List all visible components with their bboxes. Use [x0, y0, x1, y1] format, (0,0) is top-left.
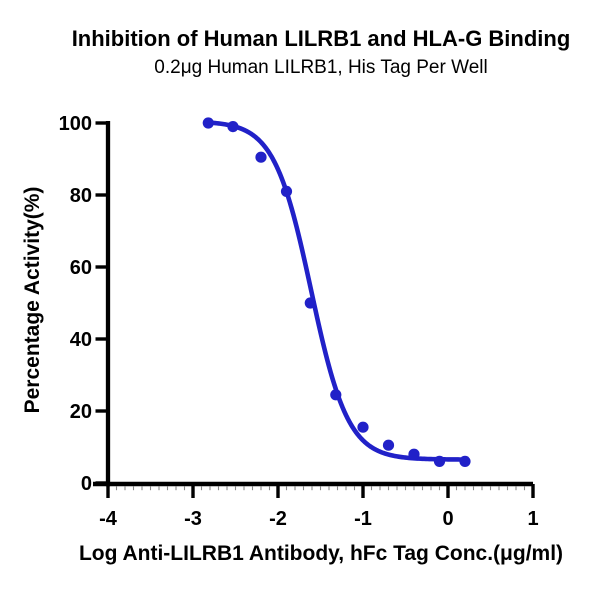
data-point — [227, 121, 239, 133]
data-point — [357, 421, 369, 433]
x-major-ticks — [106, 484, 535, 498]
axes — [93, 121, 533, 487]
y-tick-label: 0 — [81, 473, 92, 495]
y-tick-label: 20 — [70, 401, 92, 423]
y-tick-label: 80 — [70, 185, 92, 207]
x-tick-label: -4 — [99, 508, 118, 530]
data-point — [255, 151, 267, 163]
data-point — [304, 297, 316, 309]
x-minor-ticks — [115, 486, 526, 491]
x-tick-label: -2 — [269, 508, 287, 530]
x-axis-title: Log Anti-LILRB1 Antibody, hFc Tag Conc.(… — [79, 542, 563, 565]
fit-curve — [206, 120, 468, 462]
data-point — [459, 455, 471, 467]
x-tick-label: 0 — [442, 508, 453, 530]
data-point — [408, 448, 420, 460]
chart-title: Inhibition of Human LILRB1 and HLA-G Bin… — [72, 26, 571, 51]
data-point — [382, 439, 395, 451]
data-point — [433, 455, 446, 467]
x-tick-labels: -4 -3 -2 -1 0 1 — [99, 508, 538, 530]
chart-subtitle: 0.2μg Human LILRB1, His Tag Per Well — [154, 57, 487, 78]
y-axis-title: Percentage Activity(%) — [21, 187, 44, 414]
y-tick-labels: 0 20 40 60 80 100 — [59, 113, 92, 495]
x-tick-label: -3 — [184, 508, 202, 530]
data-points-group — [202, 117, 471, 467]
data-point — [202, 117, 214, 129]
data-point — [330, 389, 342, 401]
x-tick-label: -1 — [354, 508, 372, 530]
y-major-ticks — [95, 121, 108, 485]
data-point — [280, 185, 293, 197]
y-tick-label: 100 — [59, 113, 92, 135]
y-tick-label: 40 — [70, 329, 92, 351]
y-tick-label: 60 — [70, 257, 92, 279]
x-tick-label: 1 — [527, 508, 538, 530]
